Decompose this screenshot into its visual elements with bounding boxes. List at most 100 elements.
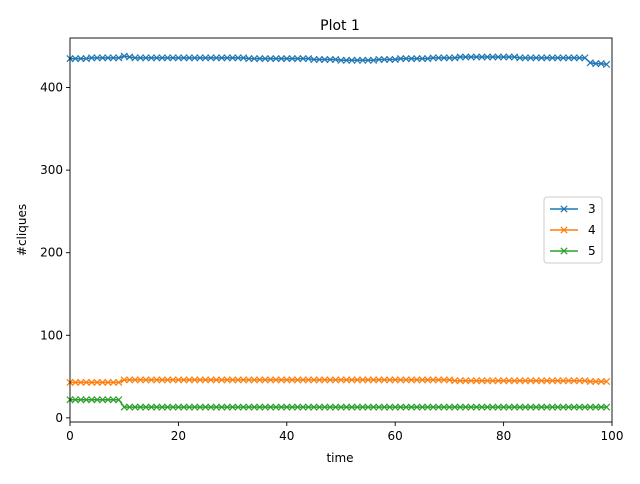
series-4-point <box>261 376 269 384</box>
series-5-point <box>153 403 161 411</box>
series-3-point <box>310 55 318 64</box>
series-4-point <box>369 376 378 384</box>
series-4-point <box>565 377 573 385</box>
series-3-point <box>499 53 508 61</box>
legend-label-5: 5 <box>588 244 596 258</box>
series-4-point <box>510 377 519 385</box>
series-3-point <box>115 54 123 62</box>
series-3-point <box>418 55 426 63</box>
series-4-point <box>212 376 220 384</box>
axes-frame <box>69 37 613 423</box>
series-3-point <box>93 54 101 62</box>
series-4-point <box>418 376 426 384</box>
series-4-point <box>196 376 204 384</box>
series-5-point <box>294 403 302 411</box>
series-5-point <box>348 403 356 411</box>
series-4-point <box>315 376 323 384</box>
series-4-point <box>570 377 578 385</box>
series-5-point <box>510 403 519 411</box>
series-4-point <box>375 376 383 384</box>
series-4-point <box>559 377 567 385</box>
series-4-point <box>586 377 594 386</box>
series-3-point <box>537 54 546 62</box>
series-4-point <box>245 376 253 384</box>
series-3-point <box>294 55 302 63</box>
series-5-point <box>359 403 367 411</box>
series-4-point <box>153 376 161 384</box>
series-4-point <box>391 376 399 384</box>
series-3-point <box>158 54 166 62</box>
series-3-point <box>434 54 443 62</box>
y-tick-label: 0 <box>55 411 63 425</box>
series-4-point <box>342 376 351 384</box>
series-3-point <box>505 53 513 61</box>
series-5-point <box>521 403 529 411</box>
series-5-point <box>353 403 361 411</box>
series-3-point <box>234 54 242 62</box>
legend-label-4: 4 <box>588 223 596 237</box>
series-5-point <box>261 403 269 411</box>
series-4-point <box>174 376 183 384</box>
series-3-point <box>245 55 253 63</box>
series-3-point <box>386 55 394 64</box>
series-3-point <box>277 55 286 63</box>
series-5-point <box>299 403 307 411</box>
series-5-point <box>288 403 296 411</box>
series-3-point <box>250 55 258 63</box>
series-4-point <box>434 376 443 384</box>
series-4-point <box>104 378 112 386</box>
series-4-point <box>234 376 242 384</box>
series-5-point <box>386 403 394 411</box>
series-5-point <box>120 403 128 411</box>
series-5-point <box>543 403 551 411</box>
series-5-point <box>131 403 139 411</box>
series-4-point <box>602 377 611 386</box>
series-4-point <box>158 376 166 384</box>
series-5-point <box>462 403 470 411</box>
series-3-point <box>218 54 226 62</box>
series-5-point <box>283 403 291 411</box>
y-tick-label: 400 <box>40 81 63 95</box>
series-3-point <box>375 55 383 64</box>
series-4-point <box>554 377 562 385</box>
series-3-point <box>559 54 567 62</box>
series-5-point <box>375 403 383 411</box>
series-5-point <box>315 403 323 411</box>
series-4-point <box>424 376 432 384</box>
series-5-point <box>174 403 183 411</box>
series-4-point <box>592 377 600 386</box>
series-4-point <box>115 378 123 386</box>
series-3-point <box>201 54 210 62</box>
series-3-point <box>283 55 291 63</box>
series-4-point <box>250 376 258 384</box>
series-4-point <box>142 376 150 384</box>
series-5-point <box>581 403 589 411</box>
series-3-point <box>527 54 535 62</box>
series-4-point <box>163 376 172 384</box>
series-5-point <box>413 403 421 411</box>
series-3-point <box>321 55 329 64</box>
series-3-point <box>299 55 307 63</box>
series-5-point <box>407 403 416 411</box>
series-4-point <box>299 376 307 384</box>
series-5-point <box>115 396 123 404</box>
series-5-point <box>592 403 600 411</box>
series-4-point <box>71 378 80 386</box>
series-5-point <box>277 403 286 411</box>
series-3-point <box>212 54 220 62</box>
series-5-point <box>440 403 448 411</box>
series-3-point <box>483 53 491 61</box>
series-4-point <box>256 376 264 384</box>
series-3-point <box>456 53 464 61</box>
series-3-point <box>196 54 204 62</box>
legend-marker-3 <box>560 205 568 213</box>
series-5-point <box>82 396 90 404</box>
series-4-point <box>396 376 405 384</box>
series-3-point <box>180 54 188 62</box>
series-5-point <box>402 403 410 411</box>
series-4-point <box>277 376 286 384</box>
series-3-point <box>413 55 421 63</box>
series-5-point <box>396 403 405 411</box>
series-4-point <box>483 377 491 385</box>
